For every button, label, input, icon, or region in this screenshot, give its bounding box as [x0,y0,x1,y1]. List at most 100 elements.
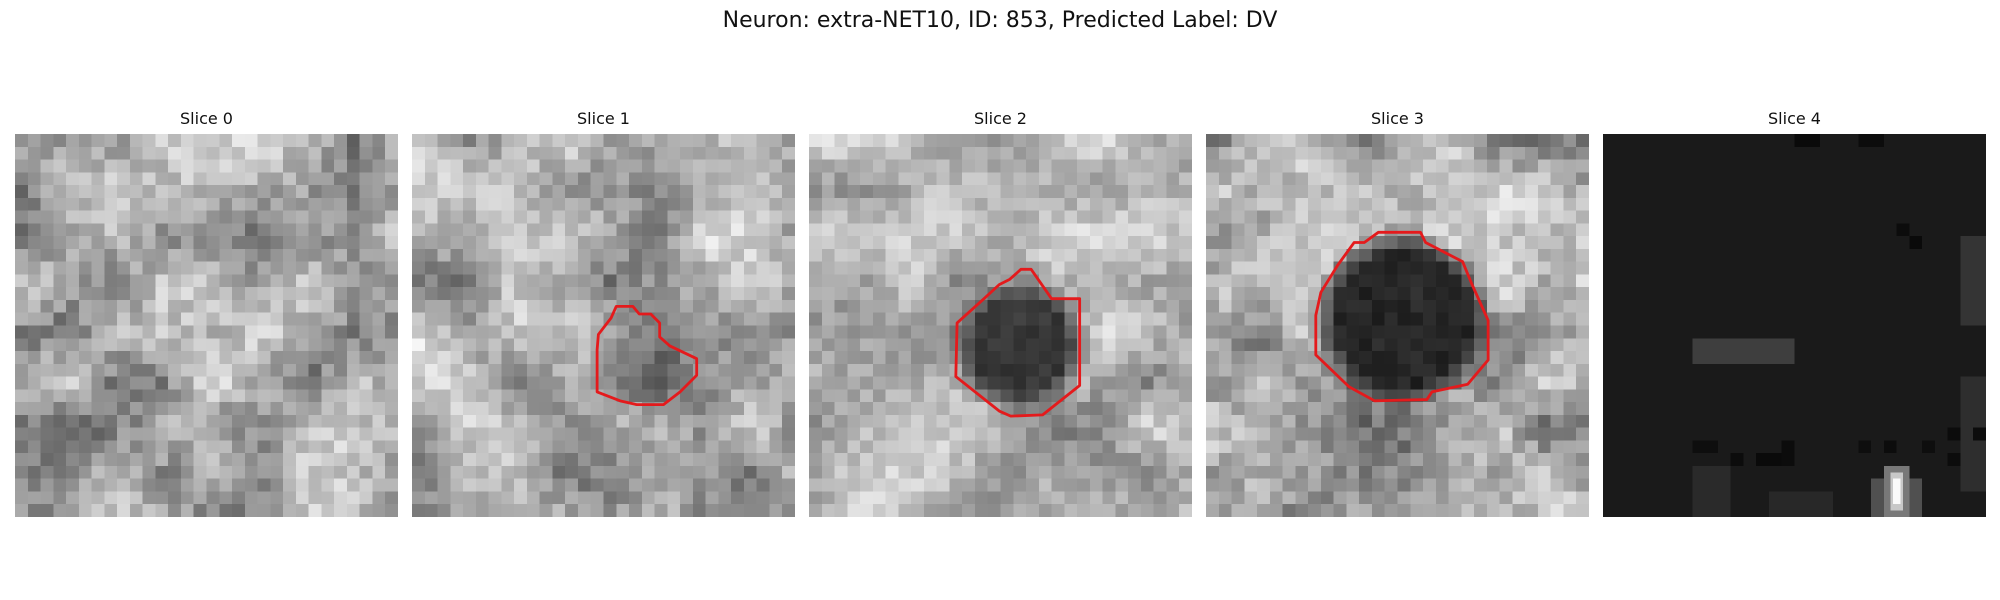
pixel [1308,248,1322,262]
pixel [219,491,233,505]
pixel [1537,274,1551,288]
pixel [91,504,105,517]
pixel [1512,376,1526,390]
pixel [27,172,41,186]
pixel [359,312,373,326]
pixel [834,223,848,237]
pixel [1115,185,1129,199]
pixel [1537,210,1551,224]
pixel [565,465,579,479]
pixel [27,146,41,160]
pixel [1115,427,1129,441]
pixel [705,478,719,492]
pixel [104,465,118,479]
pixel [885,478,899,492]
pixel [821,236,835,250]
pixel [1166,325,1180,339]
pixel [501,389,515,403]
pixel [1550,465,1564,479]
pixel [731,210,745,224]
pixel [424,376,438,390]
pixel [1435,134,1449,148]
pixel [680,440,694,454]
pixel [769,465,783,479]
pixel [923,465,937,479]
pixel [53,299,67,313]
pixel [898,236,912,250]
pixel [577,389,591,403]
pixel [372,134,386,148]
pixel [743,159,757,173]
pixel [769,363,783,377]
pixel [1269,478,1283,492]
pixel [1320,376,1334,390]
pixel [475,197,489,211]
pixel [1179,287,1192,301]
pixel [193,287,207,301]
pixel [168,146,182,160]
pixel [514,248,528,262]
pixel [526,312,540,326]
pixel [731,402,745,416]
pixel [385,491,398,505]
pixel [308,185,322,199]
pixel [898,159,912,173]
pixel [53,248,67,262]
pixel [257,159,271,173]
pixel [692,146,706,160]
pixel [923,146,937,160]
pixel [40,440,54,454]
pixel [1537,197,1551,211]
pixel [718,389,732,403]
pixel [782,261,795,275]
pixel [346,159,360,173]
pixel [514,440,528,454]
pixel [1102,427,1116,441]
pixel [193,159,207,173]
pixel [1525,274,1539,288]
pixel [193,402,207,416]
pixel [66,210,80,224]
pixel [155,491,169,505]
pixel [244,287,258,301]
pixel [1115,274,1129,288]
pixel [923,159,937,173]
pixel [1308,402,1322,416]
pixel [104,440,118,454]
pixel [283,146,297,160]
pixel [372,185,386,199]
pixel [885,223,899,237]
pixel [475,465,489,479]
pixel [270,146,284,160]
pixel [718,261,732,275]
pixel [488,402,502,416]
pixel [860,491,874,505]
pixel [78,146,92,160]
pixel [40,134,54,148]
pixel [565,287,579,301]
pixel [1218,504,1232,517]
pixel [1461,402,1475,416]
pixel [1384,440,1398,454]
pixel [372,504,386,517]
pixel [501,236,515,250]
pixel [219,389,233,403]
pixel [847,402,861,416]
pixel [1448,363,1462,377]
pixel [424,363,438,377]
pixel [78,223,92,237]
pixel [270,210,284,224]
pixel [1448,159,1462,173]
pixel [1448,172,1462,186]
pixel [731,146,745,160]
pixel [705,376,719,390]
pixel [104,223,118,237]
pixel [936,504,950,517]
pixel [1206,236,1220,250]
pixel [501,427,515,441]
pixel [731,159,745,173]
pixel [667,274,681,288]
pixel [321,223,335,237]
pixel [1371,197,1385,211]
pixel [244,389,258,403]
